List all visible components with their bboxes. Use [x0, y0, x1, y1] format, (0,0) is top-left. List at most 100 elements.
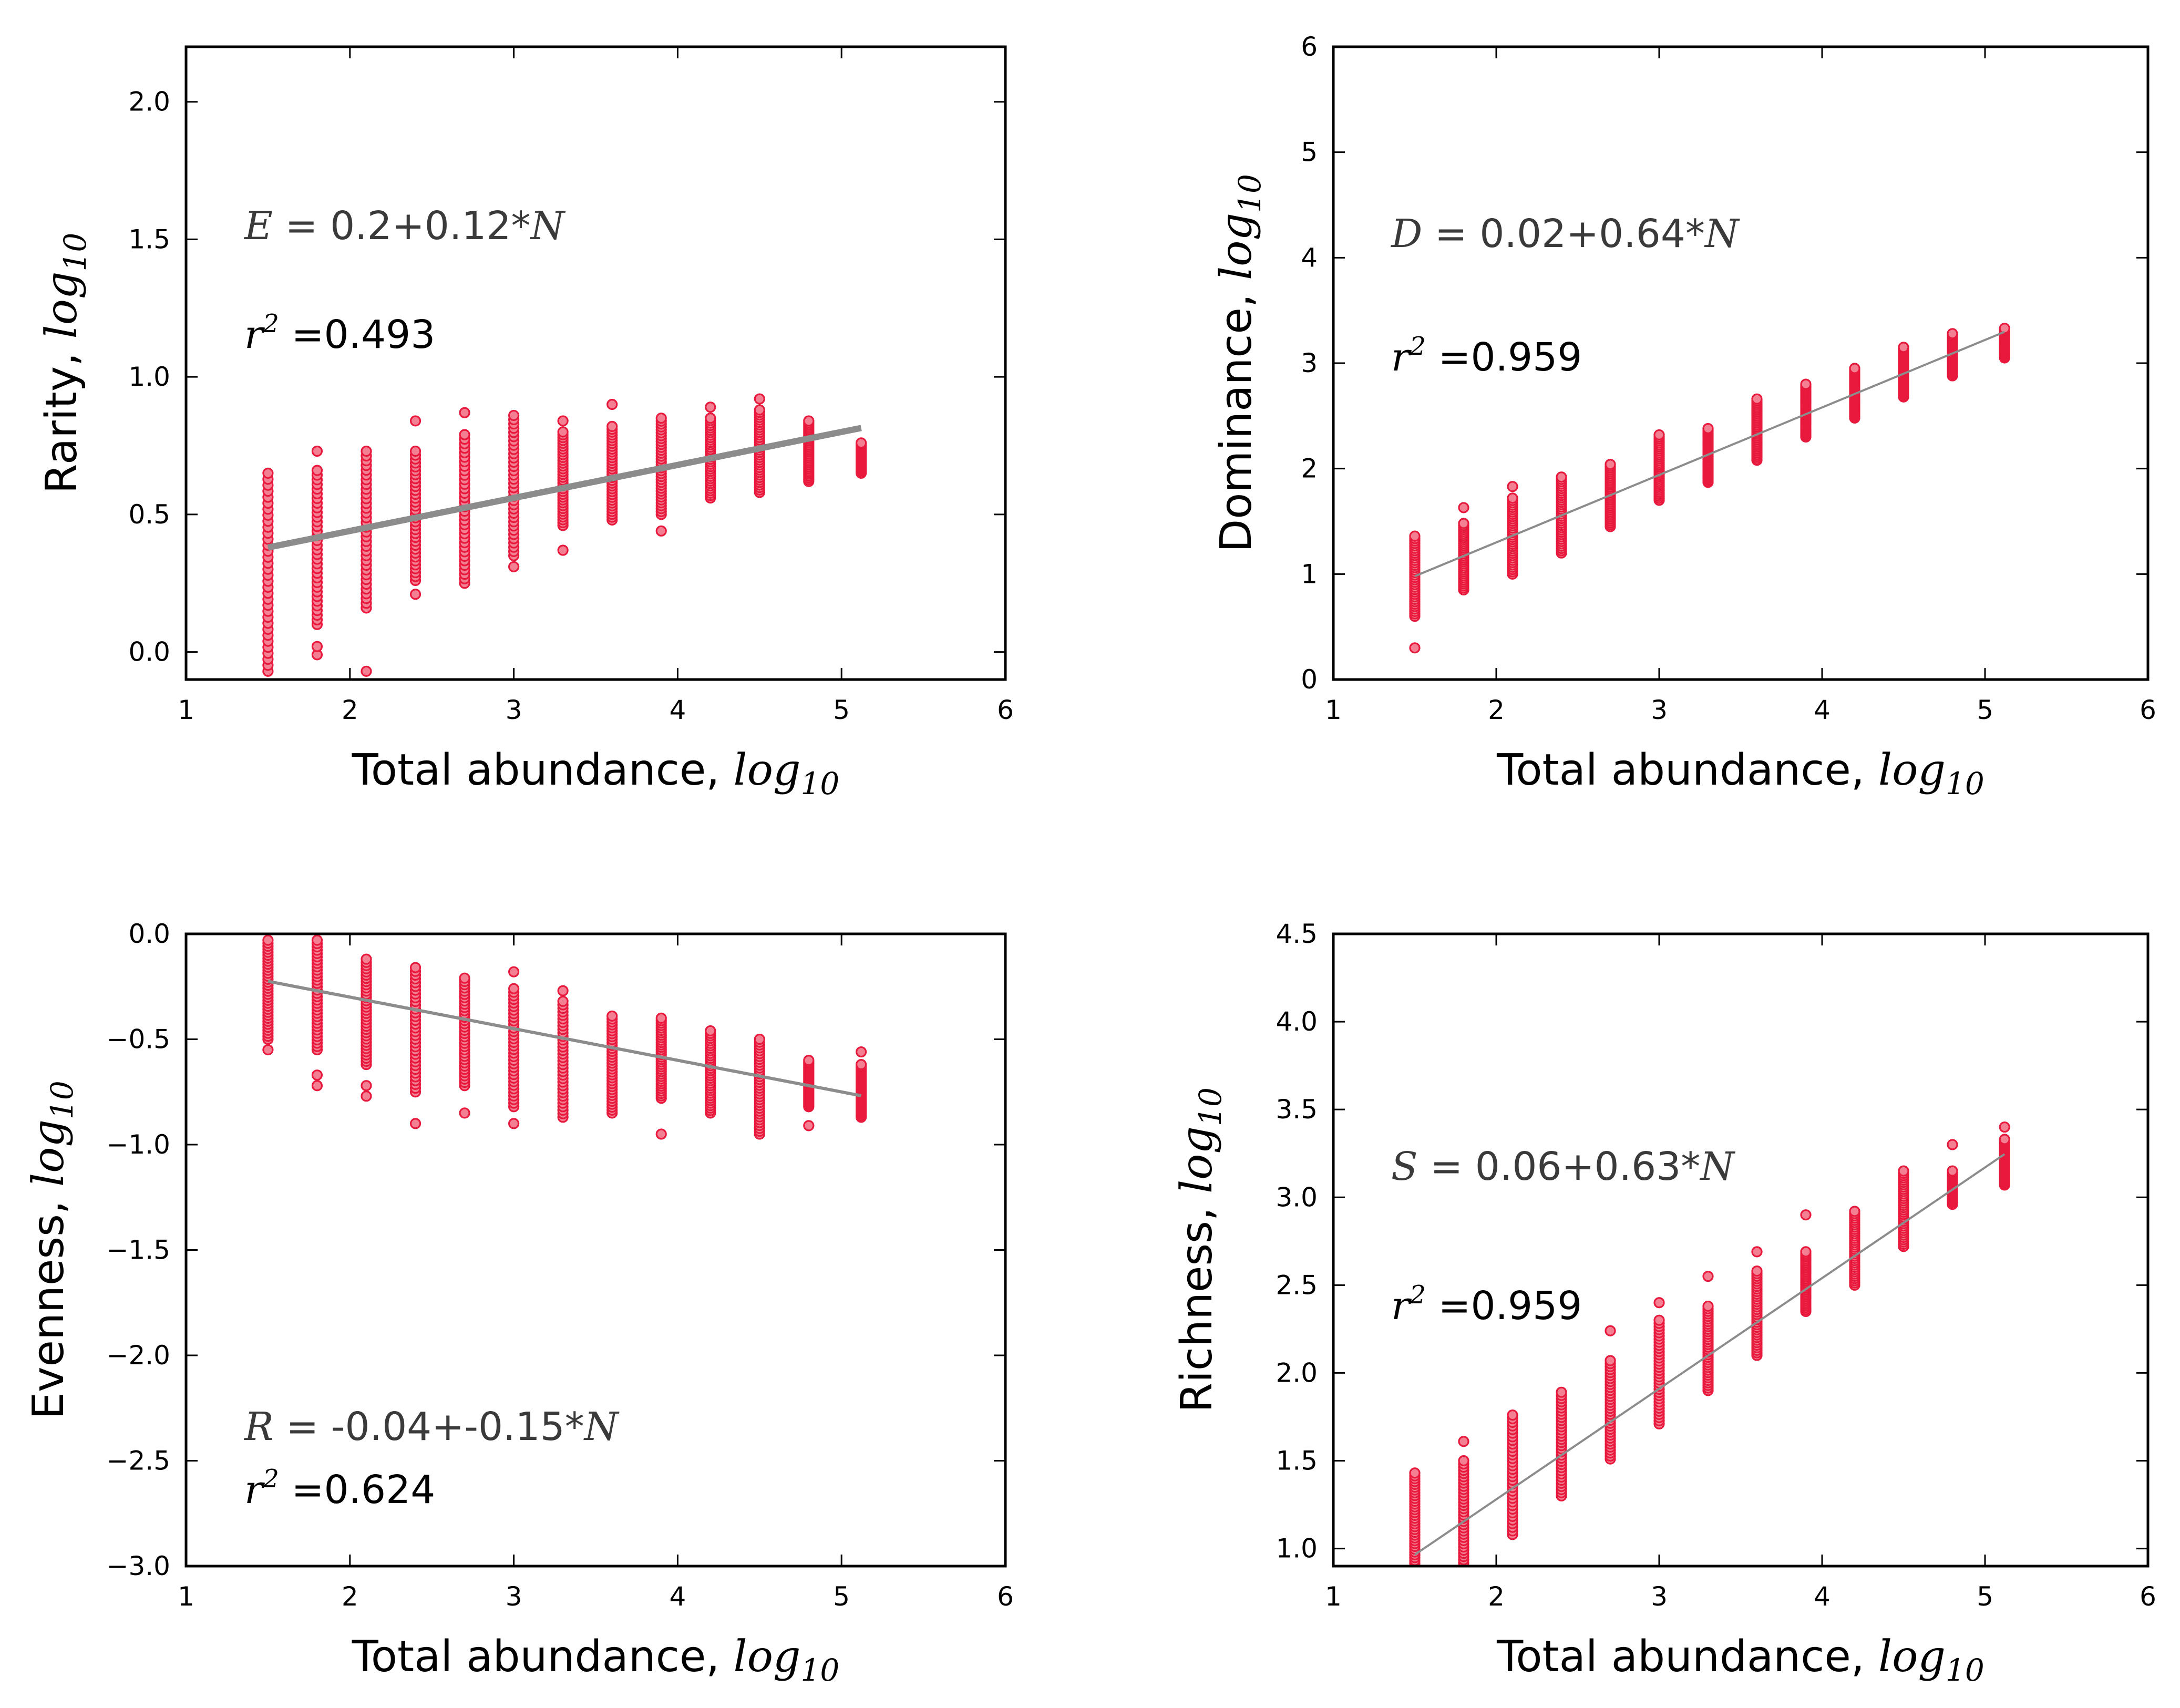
y-tick-label: 4 [1301, 242, 1318, 273]
outlier-point [311, 1069, 323, 1081]
data-point [856, 437, 867, 449]
plot-frame [184, 45, 1007, 681]
data-point [361, 445, 372, 457]
data-point [705, 413, 716, 424]
data-point [1605, 459, 1616, 470]
x-tick-label: 4 [1814, 695, 1831, 725]
y-tick-label: 2.0 [128, 87, 170, 117]
data-point [1458, 1455, 1469, 1467]
x-tick-label: 5 [1977, 695, 1993, 725]
data-point [1409, 1467, 1421, 1479]
data-point [1947, 1165, 1958, 1177]
y-axis-label: Rarity, log10 [37, 233, 93, 494]
outlier-point [1605, 1325, 1616, 1336]
y-tick-label: 1.0 [1276, 1534, 1318, 1564]
x-tick-label: 6 [997, 695, 1014, 725]
x-axis-label: Total abundance, log10 [1496, 745, 1984, 801]
regression-equation: D = 0.02+0.64*N [1390, 211, 1740, 256]
data-point [1556, 471, 1567, 483]
y-tick-label: 1.5 [128, 224, 170, 254]
outlier-point [856, 1046, 867, 1058]
data-point [754, 1033, 765, 1045]
y-tick-label: 2.0 [1276, 1357, 1318, 1388]
x-tick-label: 5 [1977, 1581, 1993, 1612]
data-point [262, 467, 274, 479]
x-axis-label: Total abundance, log10 [352, 1632, 840, 1688]
y-tick-label: 2 [1301, 454, 1318, 484]
data-point [1999, 323, 2010, 334]
r-squared-label: r2 =0.959 [1391, 1280, 1582, 1329]
data-point [311, 465, 323, 476]
outlier-point [508, 1118, 520, 1129]
fit-line [1414, 331, 2005, 578]
r-squared-label: r2 =0.624 [244, 1464, 435, 1512]
outlier-point [459, 1107, 470, 1119]
outlier-point [1653, 1297, 1665, 1309]
fit-line [1414, 1153, 2006, 1556]
data-point [1849, 363, 1860, 374]
x-tick-label: 3 [506, 1581, 522, 1612]
outlier-point [655, 1128, 667, 1140]
x-tick-label: 3 [1651, 695, 1668, 725]
outlier-point [1999, 1121, 2010, 1133]
y-tick-label: 6 [1301, 32, 1318, 62]
data-layer [1409, 323, 2010, 654]
outlier-point [803, 1120, 815, 1131]
outlier-point [262, 1044, 274, 1056]
y-tick-label: 1.5 [1276, 1446, 1318, 1476]
r-squared-label: r2 =0.959 [1391, 332, 1582, 380]
data-point [606, 420, 618, 433]
x-tick-label: 1 [178, 1581, 194, 1612]
data-point [1458, 518, 1469, 529]
data-point [1605, 1355, 1616, 1366]
y-tick-label: −1.0 [107, 1129, 170, 1160]
outlier-point [311, 1080, 323, 1092]
x-tick-label: 2 [1488, 1581, 1505, 1612]
outlier-point [1458, 502, 1469, 513]
regression-equation: R = -0.04+-0.15*N [243, 1404, 620, 1449]
data-point [1702, 423, 1714, 435]
data-point [508, 983, 520, 994]
data-point [1999, 1134, 2010, 1145]
data-point [1751, 393, 1763, 405]
outlier-point [1409, 642, 1421, 654]
data-point [1947, 328, 1958, 339]
x-tick-label: 1 [1325, 695, 1342, 725]
y-tick-label: 0.0 [128, 919, 170, 949]
outlier-point [1458, 1436, 1469, 1447]
fit-line [268, 980, 862, 1097]
data-point [1751, 1265, 1763, 1277]
outlier-point [1947, 1139, 1958, 1150]
data-point [262, 934, 274, 946]
outlier-point [361, 1090, 372, 1102]
y-tick-label: −3.0 [107, 1551, 170, 1581]
data-point [1702, 1300, 1714, 1312]
data-point [705, 1025, 716, 1037]
outlier-point [508, 966, 520, 978]
outlier-point [1507, 481, 1518, 492]
outlier-point [557, 544, 569, 556]
y-tick-label: 4.0 [1276, 1006, 1318, 1037]
outlier-point [361, 1080, 372, 1092]
x-tick-label: 6 [997, 1581, 1014, 1612]
y-tick-label: 0 [1301, 664, 1318, 695]
outlier-point [705, 402, 716, 413]
data-point [1653, 429, 1665, 441]
data-layer [1409, 1121, 2010, 1566]
data-layer [262, 934, 867, 1140]
y-tick-label: 4.5 [1276, 919, 1318, 949]
outlier-point [459, 407, 470, 418]
y-tick-label: 3.5 [1276, 1094, 1318, 1125]
outlier-point [1751, 1246, 1763, 1258]
outlier-point [311, 641, 323, 652]
r-squared-label: r2 =0.493 [244, 309, 435, 357]
data-point [557, 426, 569, 438]
x-tick-label: 4 [1814, 1581, 1831, 1612]
x-tick-label: 1 [1325, 1581, 1342, 1612]
outlier-point [1702, 1271, 1714, 1282]
data-point [856, 1059, 867, 1071]
data-point [459, 972, 470, 984]
data-point [1849, 1206, 1860, 1217]
data-layer [262, 393, 867, 677]
